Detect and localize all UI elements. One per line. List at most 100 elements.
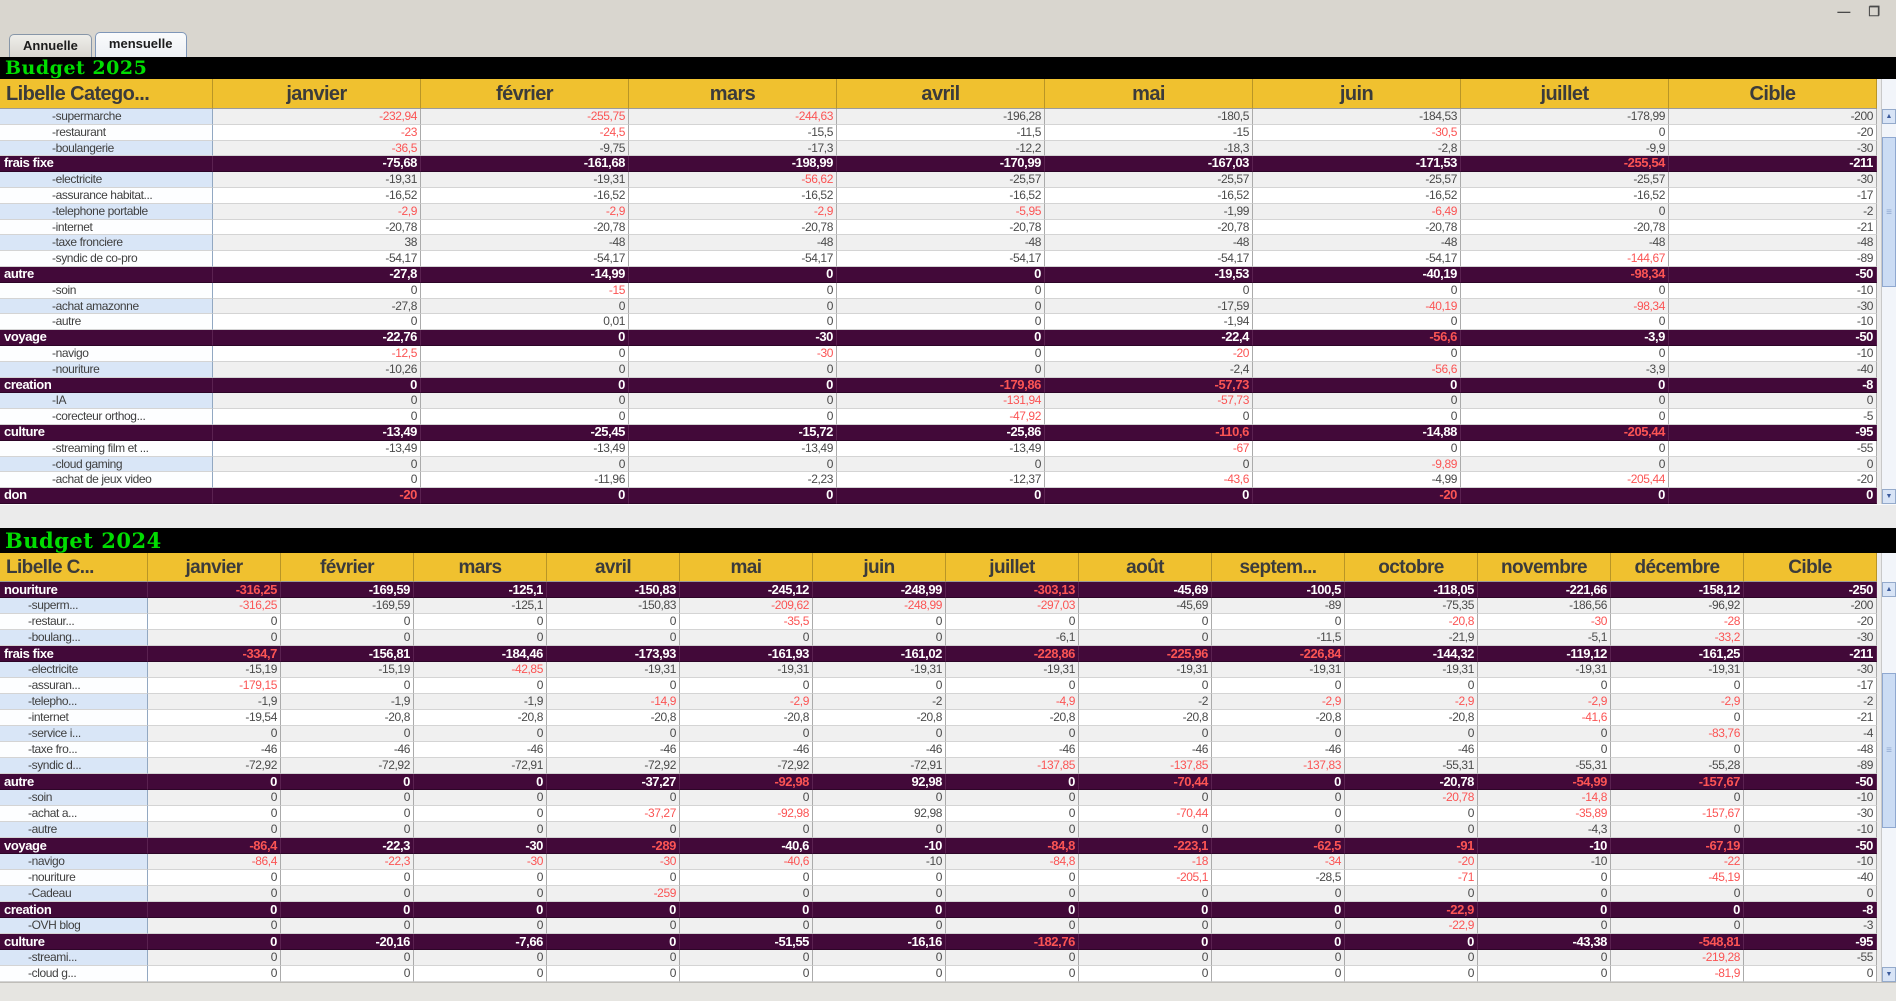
table-cell[interactable]: -40,19 [1253, 266, 1461, 283]
table-cell[interactable]: 0 [281, 822, 414, 838]
column-header[interactable]: janvier [148, 553, 281, 582]
row-label[interactable]: -telephone portable [0, 203, 213, 220]
table-cell[interactable]: 0 [1461, 203, 1669, 220]
table-cell[interactable]: 0 [547, 950, 680, 966]
table-cell[interactable]: 0 [1345, 678, 1478, 694]
table-cell[interactable]: -20,78 [213, 219, 421, 236]
table-cell[interactable]: 0 [813, 614, 946, 630]
table-cell[interactable]: 0 [1045, 282, 1253, 299]
row-label[interactable]: -cloud gaming [0, 456, 213, 473]
table-cell[interactable]: 0 [213, 377, 421, 394]
table-cell[interactable]: 0 [946, 950, 1079, 966]
table-cell[interactable]: 0 [1461, 282, 1669, 299]
column-header[interactable]: octobre [1345, 553, 1478, 582]
table-cell[interactable]: -2,9 [421, 203, 629, 220]
table-cell[interactable]: 0 [281, 886, 414, 902]
table-cell[interactable]: -25,57 [1253, 172, 1461, 188]
table-cell[interactable]: -9,89 [1253, 456, 1461, 473]
table-cell[interactable]: -16,16 [813, 934, 946, 950]
table-cell[interactable]: -20,78 [1345, 790, 1478, 806]
row-label[interactable]: -soin [0, 282, 213, 299]
table-cell[interactable]: 0 [629, 314, 837, 331]
table-cell[interactable]: -30 [547, 854, 680, 870]
table-cell[interactable]: 0 [1611, 678, 1744, 694]
row-label[interactable]: -navigo [0, 854, 148, 870]
table-cell[interactable]: -196,28 [837, 109, 1045, 125]
table-cell[interactable]: 0 [1478, 918, 1611, 934]
table-cell[interactable]: 0 [837, 314, 1045, 331]
table-cell[interactable]: -15 [1045, 124, 1253, 141]
table-cell[interactable]: -8 [1744, 902, 1877, 918]
table-cell[interactable]: -20,16 [281, 934, 414, 950]
row-label[interactable]: -nouriture [0, 870, 148, 886]
table-cell[interactable]: -118,05 [1345, 582, 1478, 598]
table-cell[interactable]: -20,78 [1345, 774, 1478, 790]
row-label[interactable]: -internet [0, 219, 213, 236]
table-cell[interactable]: 38 [213, 235, 421, 252]
table-cell[interactable]: -5 [1669, 409, 1877, 425]
table-cell[interactable]: -19,54 [148, 710, 281, 726]
table-cell[interactable]: 0 [813, 870, 946, 886]
table-cell[interactable]: 0 [680, 918, 813, 934]
table-cell[interactable]: 0 [547, 870, 680, 886]
table-cell[interactable]: -56,6 [1253, 330, 1461, 346]
table-cell[interactable]: -33,2 [1611, 630, 1744, 646]
table-cell[interactable]: 0 [547, 966, 680, 982]
row-label[interactable]: culture [0, 934, 148, 950]
table-cell[interactable]: -67,19 [1611, 838, 1744, 854]
table-cell[interactable]: 0 [213, 456, 421, 473]
table-cell[interactable]: 0,01 [421, 314, 629, 331]
table-cell[interactable]: 0 [547, 934, 680, 950]
table-cell[interactable]: 0 [837, 266, 1045, 283]
table-cell[interactable]: 0 [1212, 934, 1345, 950]
table-cell[interactable]: 0 [1461, 440, 1669, 457]
row-label[interactable]: culture [0, 424, 213, 441]
table-cell[interactable]: -25,57 [837, 172, 1045, 188]
table-cell[interactable]: -248,99 [813, 598, 946, 614]
row-label[interactable]: -soin [0, 790, 148, 806]
table-cell[interactable]: 0 [680, 870, 813, 886]
table-cell[interactable]: 0 [813, 950, 946, 966]
table-cell[interactable]: -6,1 [946, 630, 1079, 646]
table-cell[interactable]: -303,13 [946, 582, 1079, 598]
table-cell[interactable]: -10 [813, 838, 946, 854]
table-cell[interactable]: -95 [1744, 934, 1877, 950]
row-label[interactable]: -electricite [0, 172, 213, 188]
table-cell[interactable]: -10 [1478, 838, 1611, 854]
table-cell[interactable]: -22,9 [1345, 918, 1478, 934]
table-cell[interactable]: -48 [1253, 235, 1461, 252]
table-cell[interactable]: -16,52 [1045, 187, 1253, 204]
table-cell[interactable]: -12,37 [837, 472, 1045, 489]
table-cell[interactable]: -15 [421, 282, 629, 299]
table-cell[interactable]: 0 [1478, 870, 1611, 886]
table-cell[interactable]: -30 [1478, 614, 1611, 630]
table-cell[interactable]: -51,55 [680, 934, 813, 950]
table-cell[interactable]: 0 [148, 886, 281, 902]
table-cell[interactable]: 0 [148, 774, 281, 790]
table-cell[interactable]: -10 [1669, 345, 1877, 362]
table-cell[interactable]: -125,1 [414, 598, 547, 614]
table-cell[interactable]: -46 [1212, 742, 1345, 758]
table-cell[interactable]: -55 [1744, 950, 1877, 966]
table-cell[interactable]: -46 [946, 742, 1079, 758]
table-cell[interactable]: 0 [421, 377, 629, 394]
table-cell[interactable]: -43,6 [1045, 472, 1253, 489]
table-cell[interactable]: 0 [281, 678, 414, 694]
row-label[interactable]: frais fixe [0, 156, 213, 173]
table-cell[interactable]: -219,28 [1611, 950, 1744, 966]
table-cell[interactable]: -62,5 [1212, 838, 1345, 854]
table-cell[interactable]: -20 [213, 488, 421, 504]
table-cell[interactable]: -13,49 [421, 440, 629, 457]
table-cell[interactable]: -205,44 [1461, 472, 1669, 489]
table-cell[interactable]: -334,7 [148, 646, 281, 662]
table-cell[interactable]: 0 [148, 790, 281, 806]
table-cell[interactable]: -70,44 [1079, 806, 1212, 822]
table-cell[interactable]: -19,31 [547, 662, 680, 678]
table-cell[interactable]: -4,9 [946, 694, 1079, 710]
table-cell[interactable]: -5,95 [837, 203, 1045, 220]
table-cell[interactable]: -2,9 [629, 203, 837, 220]
table-cell[interactable]: 0 [680, 822, 813, 838]
table-cell[interactable]: 0 [1611, 886, 1744, 902]
table-cell[interactable]: 0 [1611, 822, 1744, 838]
table-cell[interactable]: -1,9 [148, 694, 281, 710]
